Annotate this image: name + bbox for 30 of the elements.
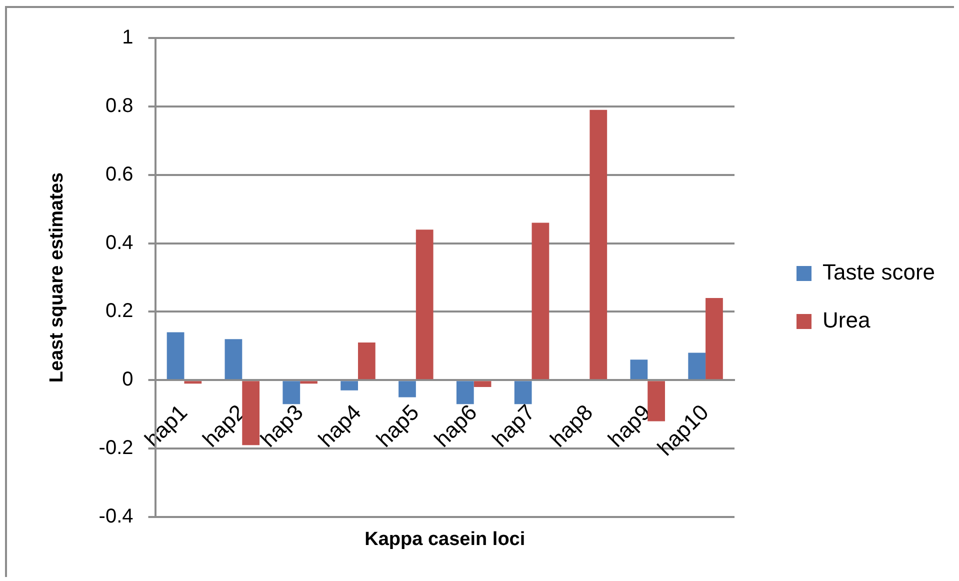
- bar: [688, 352, 706, 380]
- bar: [340, 381, 358, 390]
- y-axis-title: Least square estimates: [46, 172, 68, 383]
- bar: [300, 381, 318, 384]
- bar: [184, 381, 202, 384]
- legend-label: Taste score: [822, 260, 936, 285]
- bar: [224, 339, 242, 380]
- x-axis-title: Kappa casein loci: [364, 529, 526, 550]
- bar: [242, 381, 260, 446]
- y-tick-label: 0.4: [105, 232, 134, 254]
- bar: [706, 298, 723, 380]
- bar: [416, 230, 434, 380]
- legend-label: Urea: [822, 308, 871, 333]
- bar: [166, 332, 184, 380]
- y-tick-label: 1: [122, 26, 134, 49]
- bar: [398, 381, 416, 398]
- bar: [532, 222, 550, 380]
- y-tick-label: -0.4: [98, 506, 134, 528]
- y-tick-label: 0.2: [105, 300, 134, 322]
- y-tick-label: 0.8: [105, 94, 134, 117]
- y-tick-label: -0.2: [98, 437, 134, 460]
- y-tick-label: 0: [122, 368, 134, 391]
- bar: [282, 381, 300, 404]
- bar: [590, 110, 608, 380]
- bar: [514, 381, 532, 404]
- bar: [474, 381, 492, 387]
- bar: [456, 381, 474, 404]
- y-tick-label: 0.6: [105, 163, 134, 186]
- bar: [630, 360, 648, 380]
- bar: [358, 342, 376, 380]
